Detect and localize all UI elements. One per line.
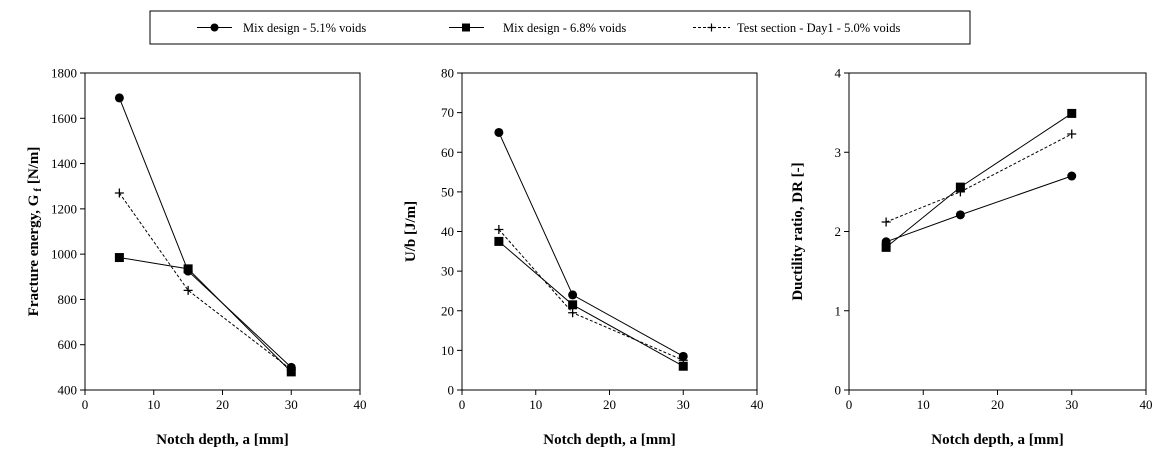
legend-entry-1: Mix design - 5.1% voids [197,21,366,35]
y-tick-label: 10 [441,343,454,358]
legend-entry-3: Test section - Day1 - 5.0% voids [693,21,900,35]
x-axis-label: Notch depth, a [mm] [931,432,1064,448]
y-tick-label: 1600 [51,111,77,126]
y-tick-label: 0 [448,383,455,398]
data-point-circle [494,127,504,137]
y-axis-label-main: U/b [J/m] [403,201,419,262]
data-point-square [183,264,193,274]
y-tick-label: 1400 [51,156,77,171]
y-tick-label: 1000 [51,247,77,262]
chart-ductility-ratio: 0 10 20 30 40 0 1 2 3 4 Notch depth, a [mm] Ductili… [790,66,1153,449]
data-point-plus [1067,129,1077,139]
x-tick-label: 30 [677,397,690,412]
data-point-square [955,182,965,192]
x-tick-label: 20 [216,397,229,412]
data-point-plus [568,308,578,318]
x-tick-label: 30 [1065,397,1078,412]
data-point-circle [955,210,965,220]
y-tick-label: 4 [835,66,842,81]
series-line-3 [118,192,292,371]
data-point-circle [114,93,124,103]
y-axis-label: U/b [J/m] [403,201,419,262]
y-tick-label: 80 [441,66,454,81]
y-tick-label: 0 [835,383,842,398]
chart-work-per-width: 0 10 20 30 40 0 10 20 30 40 50 60 70 80 Notch depth, a… [403,66,764,449]
series-line-1 [498,132,684,357]
legend: Mix design - 5.1% voids Mix design - 6.8… [149,10,971,45]
y-tick-label: 40 [441,224,454,239]
x-tick-label: 10 [147,397,160,412]
x-tick-label: 0 [846,397,853,412]
y-tick-label: 70 [441,105,454,120]
x-axis-label: Notch depth, a [mm] [156,432,289,448]
data-point-square [881,242,891,252]
data-point-plus [286,365,296,375]
legend-label-2: Mix design - 6.8% voids [503,21,626,35]
data-point-plus [955,187,965,197]
series-line-1 [118,97,292,368]
series-line-2 [119,257,292,373]
y-tick-label: 20 [441,303,454,318]
x-tick-label: 20 [991,397,1004,412]
y-axis-label-subscript: f [32,188,44,192]
x-tick-label: 20 [603,397,616,412]
legend-label-1: Mix design - 5.1% voids [243,21,366,35]
y-tick-label: 800 [58,292,78,307]
y-tick-label: 50 [441,184,454,199]
y-axis-label: Ductility ratio, DR [-] [790,162,806,300]
x-tick-label: 30 [285,397,298,412]
x-tick-label: 0 [459,397,466,412]
y-axis-label-main: Fracture energy, G [26,194,42,316]
x-tick-label: 10 [917,397,930,412]
legend-label-3: Test section - Day1 - 5.0% voids [737,21,900,35]
plot-frame [848,72,1147,391]
legend-marker-plus [707,23,716,32]
x-axis-label: Notch depth, a [mm] [543,432,676,448]
y-axis-label-main: Ductility ratio, DR [-] [790,162,806,300]
series-line-1 [885,175,1072,243]
y-tick-label: 3 [835,145,842,160]
x-tick-label: 10 [529,397,542,412]
x-tick-label: 40 [751,397,764,412]
data-point-square [678,361,688,371]
x-tick-label: 40 [1140,397,1153,412]
data-point-plus [494,225,504,235]
chart-fracture-energy: 0 10 20 30 40 400 600 800 1000 1200 1400 1600 1800 No… [26,66,367,449]
legend-entry-2: Mix design - 6.8% voids [449,21,626,35]
y-axis-label-unit: [N/m] [26,147,42,188]
data-point-plus [183,285,193,295]
data-point-circle [568,290,578,300]
data-point-square [568,300,578,310]
y-tick-label: 1200 [51,201,77,216]
data-point-square [114,253,124,263]
data-point-plus [678,355,688,365]
data-point-square [494,236,504,246]
legend-marker-circle [210,23,219,32]
legend-marker-square [462,23,470,32]
data-point-plus [114,188,124,198]
x-tick-label: 40 [354,397,367,412]
y-tick-label: 400 [58,383,78,398]
plot-frame [84,72,361,391]
data-point-plus [881,217,891,227]
y-tick-label: 1800 [51,66,77,81]
y-tick-label: 60 [441,145,454,160]
y-tick-label: 600 [58,337,78,352]
plot-frame [461,72,758,391]
x-tick-label: 0 [82,397,89,412]
data-point-square [1067,108,1077,118]
y-axis-label: Fracture energy, G f [N/m] [26,147,44,317]
y-tick-label: 30 [441,264,454,279]
data-point-circle [1067,171,1077,181]
y-tick-label: 2 [835,224,842,239]
y-tick-label: 1 [835,303,842,318]
series-line-2 [885,113,1073,248]
legend-box [149,10,971,45]
